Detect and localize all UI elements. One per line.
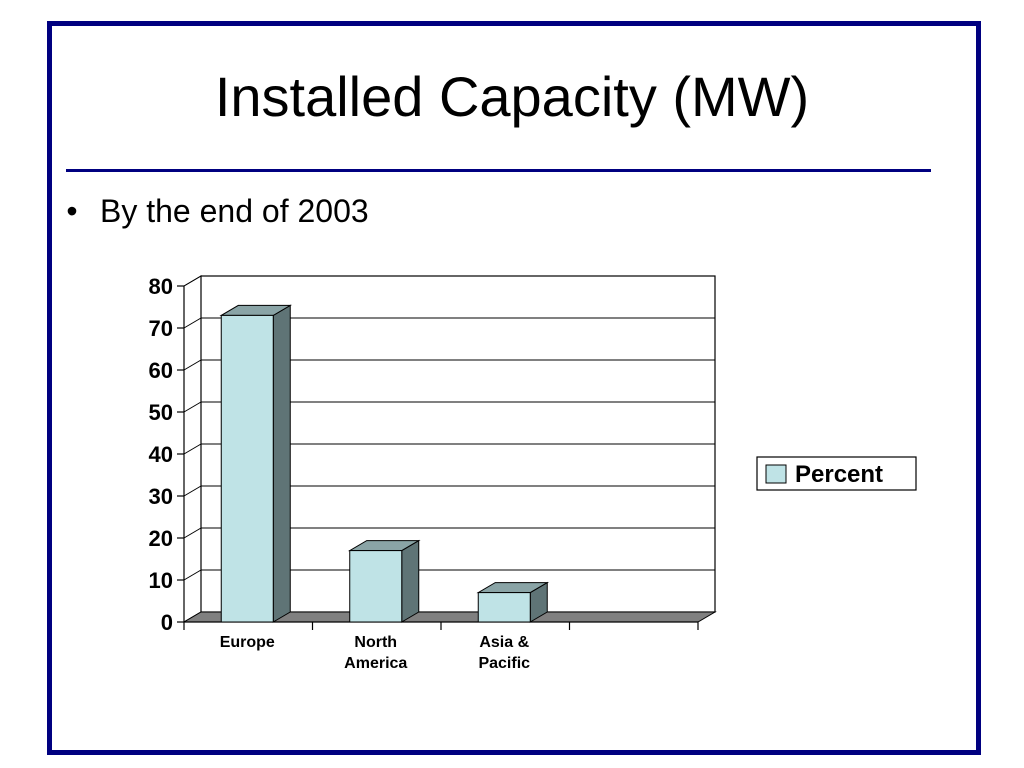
x-category-label: Asia & (479, 634, 529, 651)
wall-gridline (183, 359, 202, 371)
x-category-label: Europe (220, 634, 275, 651)
y-tick-label: 50 (149, 400, 173, 425)
x-category-label: Pacific (478, 655, 530, 672)
y-tick-label: 10 (149, 568, 173, 593)
wall-gridline (183, 527, 202, 539)
bar (220, 314, 274, 623)
x-category-label: America (344, 655, 407, 672)
bar-side (272, 304, 291, 623)
bar-side (401, 539, 420, 623)
wall-gridline (183, 317, 202, 329)
y-tick-label: 40 (149, 442, 173, 467)
bullet-text: By the end of 2003 (100, 193, 369, 229)
title-divider (66, 169, 931, 172)
wall-gridline (183, 569, 202, 581)
legend-label: Percent (795, 461, 883, 488)
y-tick-label: 0 (161, 610, 173, 635)
y-tick-label: 60 (149, 358, 173, 383)
y-tick-label: 30 (149, 484, 173, 509)
slide-title: Installed Capacity (MW) (214, 65, 810, 128)
wall-gridline (183, 401, 202, 413)
legend-swatch (765, 464, 787, 484)
bullet-item: • By the end of 2003 (60, 193, 369, 230)
y-tick-label: 80 (149, 274, 173, 299)
y-tick-label: 20 (149, 526, 173, 551)
wall-gridline (183, 485, 202, 497)
y-tick-label: 70 (149, 316, 173, 341)
x-category-label: North (354, 634, 397, 651)
bar (349, 550, 403, 623)
wall-gridline (183, 443, 202, 455)
bullet-icon: • (66, 193, 78, 229)
bar (477, 592, 531, 623)
